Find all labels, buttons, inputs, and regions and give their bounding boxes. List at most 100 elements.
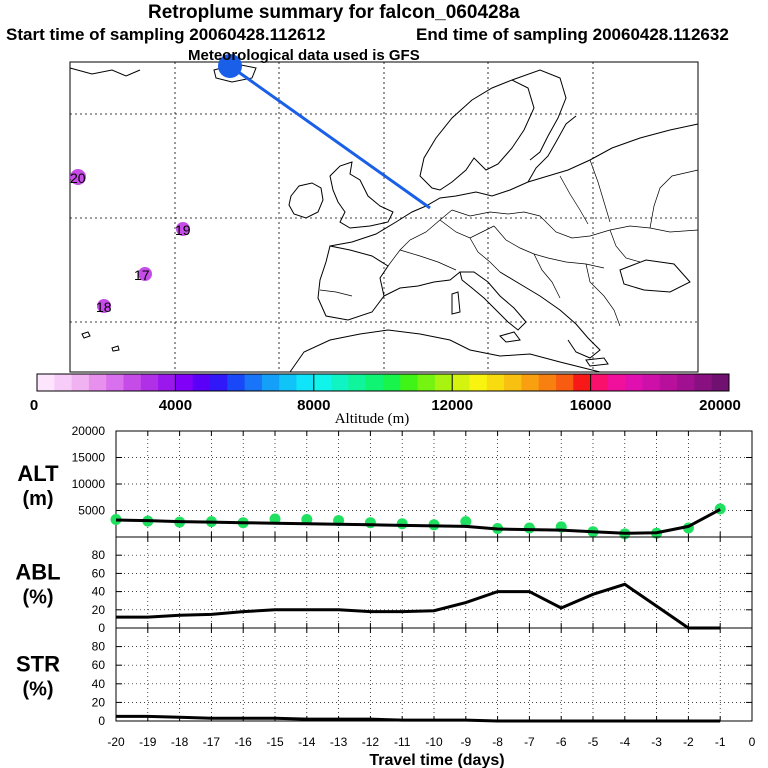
abl-series-line — [116, 582, 721, 630]
colorbar-swatch-25 — [469, 374, 488, 391]
colorbar-swatch-32 — [590, 374, 609, 391]
x-tick-label-17: -3 — [651, 735, 662, 749]
abl-panel: 0 20 40 60 80 ABL(%) — [15, 536, 753, 635]
plume-point-20 — [70, 169, 86, 185]
x-tick-label-1: -19 — [139, 735, 157, 749]
plume-label-20: 20 — [70, 170, 86, 186]
str-panel: 0 20 40 60 80 STR(%) — [16, 627, 753, 728]
colorbar-swatch-23 — [434, 374, 453, 391]
plume-label-19: 19 — [175, 222, 191, 238]
alt-scatter-point-0 — [110, 514, 122, 526]
alt-series-line — [115, 508, 721, 535]
colorbar-swatch-5 — [123, 374, 142, 391]
x-tick-label-15: -5 — [588, 735, 599, 749]
colorbar-swatch-30 — [556, 374, 574, 391]
colorbar-swatch-2 — [71, 374, 90, 391]
alt-scatter-point-9 — [396, 518, 408, 530]
colorbar-swatch-22 — [417, 374, 436, 391]
map-gridlines — [70, 62, 698, 372]
alt-ylabel: ALT — [17, 461, 59, 486]
plume-point-18 — [97, 299, 111, 313]
plume-point-19 — [176, 222, 190, 236]
abl-ytick-label-3: 60 — [92, 566, 106, 580]
x-tick-label-10: -10 — [425, 735, 443, 749]
colorbar-swatch-9 — [192, 374, 211, 391]
str-ylabel-units: (%) — [22, 679, 53, 701]
x-tick-label-0: -20 — [107, 735, 125, 749]
plume-point-17 — [138, 267, 152, 281]
x-tick-label-20: 0 — [749, 735, 756, 749]
alt-scatter-point-11 — [460, 516, 472, 528]
alt-ytick-label-1: 10000 — [72, 477, 106, 491]
str-ytick-label-0: 0 — [98, 714, 105, 728]
colorbar-swatch-39 — [711, 374, 730, 391]
plume-label-17: 17 — [134, 267, 150, 283]
colorbar-tick-label-3: 12000 — [431, 397, 473, 414]
colorbar-swatch-15 — [296, 374, 315, 391]
meteorological-label: Meteorological data used is GFS — [188, 47, 420, 64]
x-tick-label-16: -4 — [619, 735, 630, 749]
colorbar-swatch-33 — [607, 374, 626, 391]
str-series-line — [116, 714, 721, 723]
colorbar-swatch-10 — [210, 374, 228, 391]
plume-label-18: 18 — [96, 299, 112, 315]
colorbar-tick-label-5: 20000 — [699, 397, 741, 414]
colorbar-swatch-38 — [694, 374, 713, 391]
str-ytick-label-3: 60 — [92, 658, 106, 672]
colorbar-swatch-4 — [106, 374, 124, 391]
colorbar-swatch-24 — [452, 374, 470, 391]
x-tick-label-11: -9 — [460, 735, 471, 749]
colorbar-swatch-37 — [677, 374, 695, 391]
colorbar-swatch-3 — [88, 374, 107, 391]
abl-ytick-label-2: 40 — [92, 585, 106, 599]
colorbar-swatch-14 — [279, 374, 297, 391]
x-tick-label-7: -13 — [330, 735, 348, 749]
str-ytick-label-1: 20 — [92, 695, 106, 709]
colorbar-swatch-17 — [331, 374, 349, 391]
plume-trajectory-line — [229, 64, 431, 210]
x-tick-label-6: -14 — [298, 735, 316, 749]
x-tick-label-8: -12 — [362, 735, 380, 749]
coastlines — [69, 63, 699, 373]
abl-ytick-label-4: 80 — [92, 548, 106, 562]
abl-ytick-label-0: 0 — [98, 621, 105, 635]
colorbar-swatch-28 — [521, 374, 540, 391]
colorbar-swatch-31 — [573, 374, 592, 391]
x-axis-title: Travel time (days) — [369, 752, 504, 768]
start-time-label: Start time of sampling 20060428.112612 — [6, 25, 326, 44]
x-tick-label-3: -17 — [203, 735, 221, 749]
colorbar-swatch-36 — [659, 374, 678, 391]
colorbar-swatch-7 — [158, 374, 176, 391]
figure-title: Retroplume summary for falcon_060428a — [148, 2, 520, 23]
colorbar-swatch-0 — [37, 374, 55, 391]
alt-panel: 5000 10000 15000 20000 ALT(m) — [17, 424, 753, 540]
abl-ylabel-units: (%) — [22, 587, 53, 609]
x-tick-label-19: -1 — [715, 735, 726, 749]
str-ylabel: STR — [16, 652, 60, 677]
plume-source-marker — [218, 54, 242, 78]
colorbar-swatch-20 — [383, 374, 401, 391]
abl-ylabel: ABL — [15, 560, 60, 585]
alt-ylabel-units: (m) — [22, 488, 53, 510]
str-frame — [115, 627, 753, 722]
colorbar-swatch-16 — [313, 374, 332, 391]
abl-ytick-label-1: 20 — [92, 603, 106, 617]
altitude-colorbar: 0 4000 8000 12000 16000 20000 — [30, 373, 741, 414]
colorbar-swatch-11 — [227, 374, 246, 391]
colorbar-swatch-19 — [365, 374, 384, 391]
alt-scatter-point-13 — [523, 522, 535, 534]
colorbar-title: Altitude (m) — [335, 411, 410, 427]
x-tick-label-14: -6 — [556, 735, 567, 749]
x-tick-label-18: -2 — [683, 735, 694, 749]
alt-ytick-label-3: 20000 — [72, 424, 106, 438]
colorbar-swatch-26 — [486, 374, 505, 391]
x-tick-label-12: -8 — [492, 735, 503, 749]
str-ytick-label-4: 80 — [92, 640, 106, 654]
colorbar-swatch-35 — [642, 374, 661, 391]
colorbar-swatch-12 — [244, 374, 263, 391]
colorbar-swatch-34 — [625, 374, 643, 391]
x-tick-label-13: -7 — [524, 735, 535, 749]
